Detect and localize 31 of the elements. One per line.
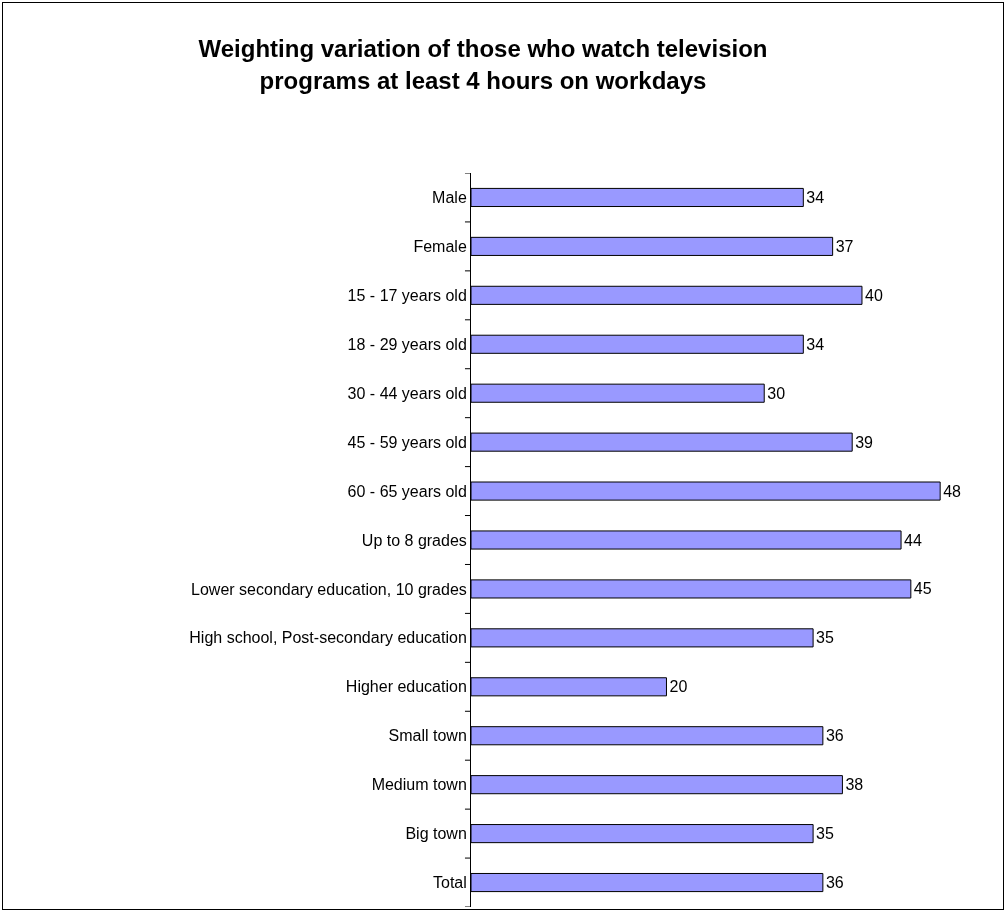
y-tick-label: Up to 8 grades [361, 531, 467, 549]
y-tick-label: Big town [405, 825, 467, 843]
data-label: 20 [669, 678, 688, 696]
data-label: 36 [825, 874, 844, 892]
data-label: 44 [904, 531, 922, 549]
y-tick-label: Female [413, 238, 467, 255]
data-label: 37 [835, 237, 854, 255]
data-label: 45 [913, 580, 932, 598]
y-tick-label: Lower secondary education, 10 grades [191, 580, 467, 598]
y-tick-label: Higher education [345, 678, 467, 696]
data-label: 36 [825, 727, 844, 745]
y-tick-label: 45 - 59 years old [347, 433, 467, 451]
data-label: 35 [816, 629, 834, 647]
data-label: 48 [943, 482, 962, 500]
chart-title: Weighting variation of those who watch television programs at least 4 hours on workdays [198, 35, 768, 94]
y-tick-label: Small town [388, 727, 467, 745]
y-tick-label: 18 - 29 years old [347, 335, 467, 353]
data-label: 34 [806, 335, 825, 353]
data-label: 39 [855, 433, 874, 451]
y-tick-label: High school, Post-secondary education [189, 629, 467, 647]
y-tick-label: Male [432, 189, 467, 207]
y-tick-label: Medium town [371, 776, 467, 794]
y-tick-label: Total [433, 874, 467, 892]
data-label: 35 [816, 825, 834, 843]
data-label: 30 [767, 384, 786, 402]
y-tick-label: 60 - 65 years old [347, 482, 467, 500]
y-tick-label: 15 - 17 years old [347, 286, 467, 304]
y-tick-label: 30 - 44 years old [347, 384, 467, 402]
data-label: 40 [864, 286, 883, 304]
data-label: 38 [845, 776, 864, 794]
data-label: 34 [806, 188, 825, 206]
